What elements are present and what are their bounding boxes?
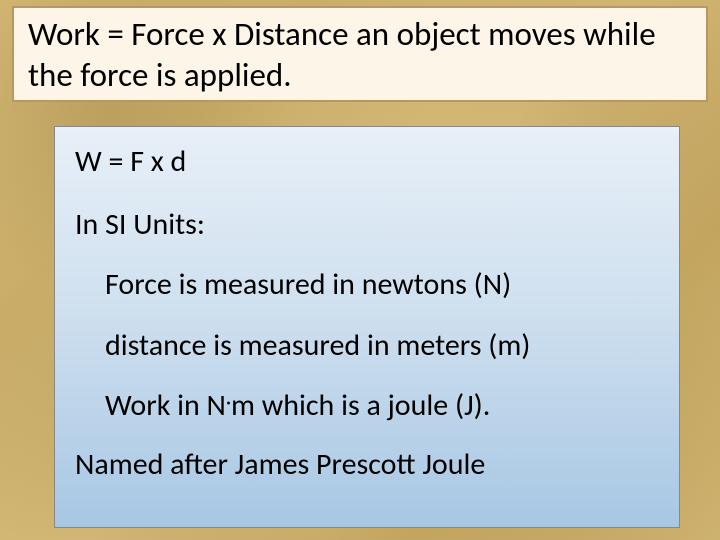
work-unit-line: Work in N·m which is a joule (J). [75, 389, 659, 424]
work-prefix: Work in N [105, 387, 226, 424]
si-units-label: In SI Units: [75, 208, 659, 243]
force-unit-line: Force is measured in newtons (N) [75, 268, 659, 303]
content-panel: W = F x d In SI Units: Force is measured… [54, 126, 680, 528]
dot-symbol: · [226, 391, 231, 415]
definition-header-box: Work = Force x Distance an object moves … [12, 6, 708, 102]
distance-unit-line: distance is measured in meters (m) [75, 329, 659, 364]
definition-header-text: Work = Force x Distance an object moves … [28, 14, 692, 97]
formula-line: W = F x d [75, 145, 659, 180]
work-suffix: m which is a joule (J). [231, 387, 490, 424]
named-after-line: Named after James Prescott Joule [75, 448, 659, 483]
